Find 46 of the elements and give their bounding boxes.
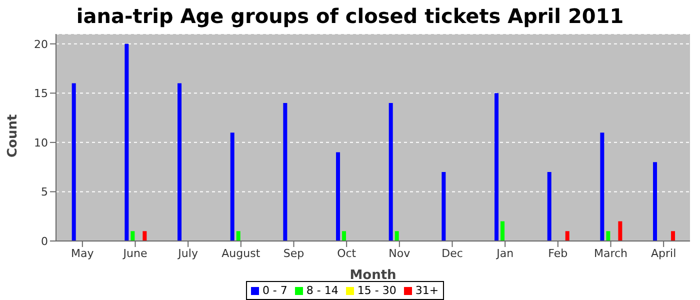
bar <box>72 83 76 241</box>
bar <box>653 162 658 241</box>
x-tick-label: Sep <box>283 246 304 260</box>
bar <box>142 231 147 241</box>
bar <box>336 152 340 241</box>
bar <box>606 231 610 241</box>
y-tick-label: 20 <box>34 38 48 51</box>
bar <box>230 132 234 241</box>
y-tick-label: 10 <box>34 136 48 150</box>
x-tick-label: Nov <box>388 246 411 260</box>
x-axis-title: Month <box>350 268 396 283</box>
x-tick-label: Dec <box>442 246 463 260</box>
bar <box>394 231 399 241</box>
bar <box>618 221 622 241</box>
x-tick-label: August <box>222 246 261 260</box>
bar <box>600 132 604 241</box>
legend-label: 8 - 14 <box>305 284 338 297</box>
bar <box>565 231 570 241</box>
y-axis-title: Count <box>6 114 21 158</box>
bar <box>494 93 499 241</box>
x-tick-label: Feb <box>548 246 568 260</box>
legend-label: 0 - 7 <box>261 284 288 297</box>
legend-label: 31+ <box>414 284 439 297</box>
legend-label: 15 - 30 <box>356 284 396 297</box>
x-tick-label: March <box>594 246 628 260</box>
bar <box>500 221 505 241</box>
chart-title: iana-trip Age groups of closed tickets April 2011 <box>75 3 625 30</box>
x-tick-label: Oct <box>337 246 357 260</box>
x-tick-label: June <box>122 246 148 260</box>
y-tick-label: 0 <box>41 234 48 248</box>
bar <box>283 103 288 241</box>
bar <box>130 231 135 241</box>
bar <box>236 231 240 241</box>
x-tick-label: May <box>71 246 94 260</box>
bar <box>342 231 346 241</box>
bar <box>442 172 446 241</box>
x-tick-label: Jan <box>496 246 514 260</box>
x-tick-label: April <box>651 246 676 260</box>
x-tick-label: July <box>177 246 198 260</box>
bar <box>547 172 552 241</box>
y-tick-label: 15 <box>34 87 48 100</box>
bar <box>178 83 182 241</box>
bar <box>124 44 129 241</box>
y-tick-label: 5 <box>41 186 48 199</box>
bar <box>388 103 393 241</box>
bar <box>671 231 676 241</box>
